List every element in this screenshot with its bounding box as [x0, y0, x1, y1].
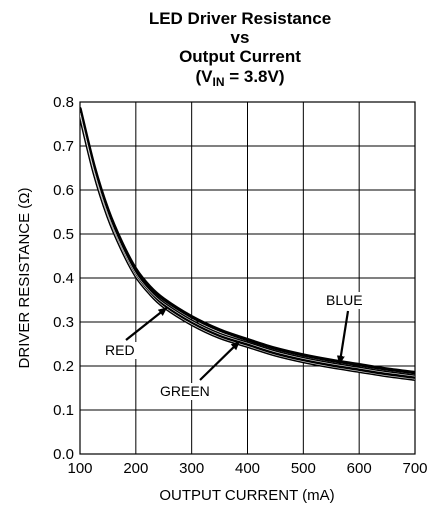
plot-frame: [79, 101, 416, 455]
y-tick-label-2: 0.2: [53, 358, 74, 375]
series-separator-green: [80, 112, 415, 377]
x-axis-label: OUTPUT CURRENT (mA): [159, 487, 334, 504]
x-axis-ticks: 100 200 300 400 500 600 700: [67, 460, 427, 477]
annotation-label-green: GREEN: [160, 383, 210, 399]
x-tick-label-4: 500: [291, 460, 316, 477]
grid: [79, 101, 416, 455]
series-separator-red: [80, 115, 415, 380]
x-tick-label-5: 600: [347, 460, 372, 477]
condition-suffix: = 3.8V): [224, 67, 284, 86]
annotation-bg-blue: [323, 292, 369, 309]
x-tick-label-6: 700: [402, 460, 427, 477]
annotation-label-blue: BLUE: [326, 292, 363, 308]
chart-title-condition: (VIN = 3.8V): [195, 67, 284, 89]
x-tick-label-0: 100: [67, 460, 92, 477]
y-axis-ticks: 0.0 0.1 0.2 0.3 0.4 0.5 0.6 0.7 0.8: [53, 94, 74, 463]
chart-title-line-1: LED Driver Resistance: [149, 9, 331, 28]
chart-title-line-3: Output Current: [179, 47, 301, 66]
x-tick-label-1: 200: [123, 460, 148, 477]
condition-prefix: (V: [195, 67, 213, 86]
y-tick-label-5: 0.5: [53, 226, 74, 243]
annotation-arrow-green: [199, 341, 240, 381]
chart-title-line-2: vs: [231, 28, 250, 47]
y-axis-label: DRIVER RESISTANCE (Ω): [16, 188, 33, 369]
x-tick-label-3: 400: [235, 460, 260, 477]
y-tick-label-6: 0.6: [53, 182, 74, 199]
series-line-blue: [80, 106, 415, 375]
condition-subscript: IN: [212, 75, 224, 89]
annotation-label-red: RED: [105, 342, 135, 358]
annotation-bg-green: [157, 383, 213, 400]
annotation-arrow-blue: [336, 310, 350, 365]
x-tick-label-2: 300: [179, 460, 204, 477]
series-lines: [80, 106, 415, 381]
annotation-arrow-red: [125, 307, 168, 341]
y-tick-label-7: 0.7: [53, 138, 74, 155]
y-tick-label-8: 0.8: [53, 94, 74, 111]
y-tick-label-0: 0.0: [53, 446, 74, 463]
annotation-bg-red: [102, 342, 138, 359]
annotations: RED GREEN BLUE: [102, 292, 369, 400]
y-tick-label-3: 0.3: [53, 314, 74, 331]
y-tick-label-4: 0.4: [53, 270, 74, 287]
y-tick-label-1: 0.1: [53, 402, 74, 419]
